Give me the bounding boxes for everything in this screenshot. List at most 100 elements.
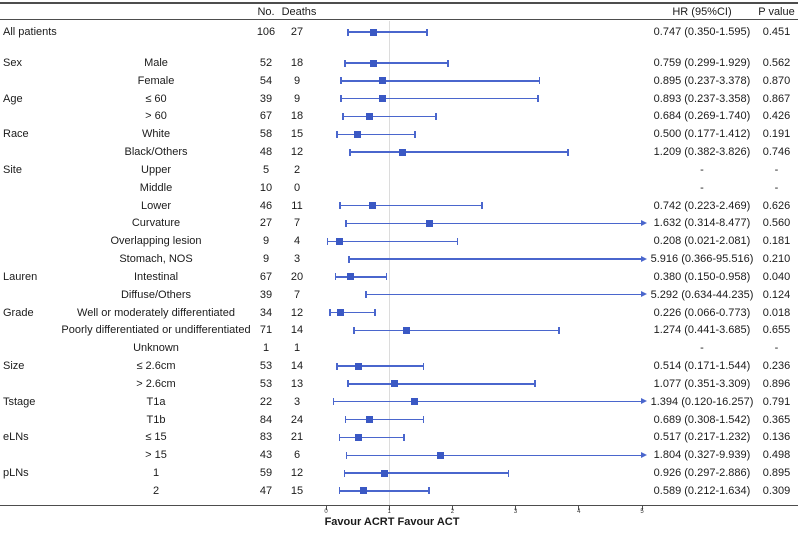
- point-estimate-marker: [336, 309, 344, 317]
- hr-ci-value: 0.589 (0.212-1.634): [653, 484, 751, 497]
- ci-whisker: [327, 240, 458, 242]
- ci-cap-right: [481, 202, 483, 210]
- ci-whisker: [346, 454, 641, 456]
- subgroup-label: Curvature: [131, 217, 181, 230]
- deaths-value: 15: [290, 484, 304, 497]
- x-tick: [641, 506, 643, 510]
- p-value: 0.746: [762, 146, 791, 159]
- p-value: 0.867: [762, 92, 791, 105]
- ci-cap-right: [385, 273, 388, 281]
- x-tick: [451, 506, 453, 510]
- point-estimate-marker: [335, 237, 343, 245]
- point-estimate-marker: [369, 202, 377, 210]
- p-value: 0.191: [762, 128, 791, 141]
- p-value: 0.896: [762, 377, 791, 390]
- deaths-value: 7: [293, 288, 301, 301]
- no-value: 54: [259, 74, 273, 87]
- ci-cap-left: [344, 416, 347, 424]
- hr-ci-value: 0.500 (0.177-1.412): [653, 128, 751, 141]
- no-value: 22: [259, 395, 273, 408]
- x-tick-label: 3: [513, 509, 518, 515]
- ci-cap-right: [403, 433, 405, 441]
- group-label: Tstage: [3, 395, 36, 408]
- point-estimate-marker: [398, 148, 406, 156]
- ci-arrow-right-icon: [641, 291, 647, 298]
- deaths-value: 15: [290, 128, 304, 141]
- subgroup-label: Unknown: [133, 342, 179, 355]
- ci-whisker: [330, 311, 375, 314]
- ci-whisker: [366, 294, 641, 296]
- hr-ci-value: 1.632 (0.314-8.477): [653, 217, 751, 230]
- ci-cap-right: [538, 77, 541, 85]
- subgroup-label: T1a: [146, 395, 166, 408]
- deaths-value: 6: [293, 449, 301, 462]
- ci-whisker: [349, 258, 641, 260]
- hr-ci-value: 0.742 (0.223-2.469): [653, 199, 751, 212]
- deaths-value: 0: [293, 181, 301, 194]
- ci-cap-right: [456, 237, 459, 245]
- ci-cap-left: [343, 469, 346, 477]
- subgroup-label: ≤ 60: [145, 92, 167, 105]
- deaths-value: 7: [293, 217, 301, 230]
- ci-cap-left: [345, 219, 347, 227]
- deaths-value: 24: [290, 413, 304, 426]
- subgroup-label: White: [141, 128, 171, 141]
- ci-cap-left: [336, 362, 338, 370]
- subgroup-label: Middle: [139, 181, 173, 194]
- group-label: Race: [3, 128, 29, 141]
- group-label: Grade: [3, 306, 34, 319]
- subgroup-label: Well or moderately differentiated: [77, 306, 235, 319]
- x-tick-label: 5: [640, 509, 644, 515]
- ci-whisker: [350, 151, 568, 153]
- ci-cap-left: [344, 59, 346, 67]
- hr-ci-value: -: [700, 342, 704, 355]
- x-tick-label: 0: [324, 509, 328, 515]
- ci-whisker: [344, 472, 509, 474]
- ci-whisker: [336, 365, 424, 367]
- group-label: eLNs: [3, 431, 29, 444]
- ci-cap-right: [447, 59, 449, 67]
- subgroup-label: Poorly differentiated or undifferentiate…: [61, 324, 251, 337]
- ci-cap-right: [507, 469, 510, 477]
- point-estimate-marker: [346, 273, 354, 281]
- no-value: 67: [259, 270, 273, 283]
- hr-ci-value: 0.380 (0.150-0.958): [653, 270, 751, 283]
- ci-whisker: [340, 204, 483, 207]
- ci-whisker: [345, 222, 641, 225]
- deaths-value: 9: [293, 92, 301, 105]
- deaths-value: 2: [293, 163, 301, 176]
- hr-ci-value: 0.208 (0.021-2.081): [653, 235, 751, 248]
- group-label: pLNs: [3, 467, 29, 480]
- subgroup-label: > 15: [145, 449, 167, 462]
- col-header-hr-ci: HR (95%CI): [672, 6, 732, 18]
- ci-whisker: [339, 436, 404, 439]
- no-value: 46: [259, 199, 273, 212]
- col-header-deaths: Deaths: [281, 6, 317, 18]
- no-value: 58: [259, 128, 273, 141]
- no-value: 10: [259, 181, 273, 194]
- group-label: Sex: [3, 57, 22, 69]
- ci-cap-left: [326, 237, 329, 245]
- ci-cap-left: [347, 28, 349, 36]
- subgroup-label: Diffuse/Others: [120, 288, 192, 301]
- point-estimate-marker: [370, 59, 378, 67]
- ci-cap-right: [537, 95, 539, 103]
- point-estimate-marker: [381, 469, 389, 477]
- ci-arrow-right-icon: [641, 219, 647, 226]
- p-value: 0.181: [762, 235, 791, 248]
- ci-cap-left: [332, 398, 335, 406]
- ci-arrow-right-icon: [641, 398, 647, 405]
- group-label: Size: [3, 360, 25, 373]
- point-estimate-marker: [366, 416, 374, 424]
- ci-cap-right: [567, 148, 569, 156]
- hr-ci-value: 0.226 (0.066-0.773): [653, 306, 751, 319]
- p-value: 0.426: [762, 110, 791, 123]
- subgroup-label: Upper: [141, 163, 171, 176]
- ci-whisker: [348, 31, 427, 33]
- p-value: 0.791: [762, 395, 791, 408]
- hr-ci-value: 5.916 (0.366-95.516): [650, 253, 754, 266]
- subgroup-label: 1: [152, 467, 160, 480]
- ci-cap-left: [347, 380, 349, 388]
- ci-cap-left: [365, 291, 367, 299]
- p-value: 0.655: [762, 324, 791, 337]
